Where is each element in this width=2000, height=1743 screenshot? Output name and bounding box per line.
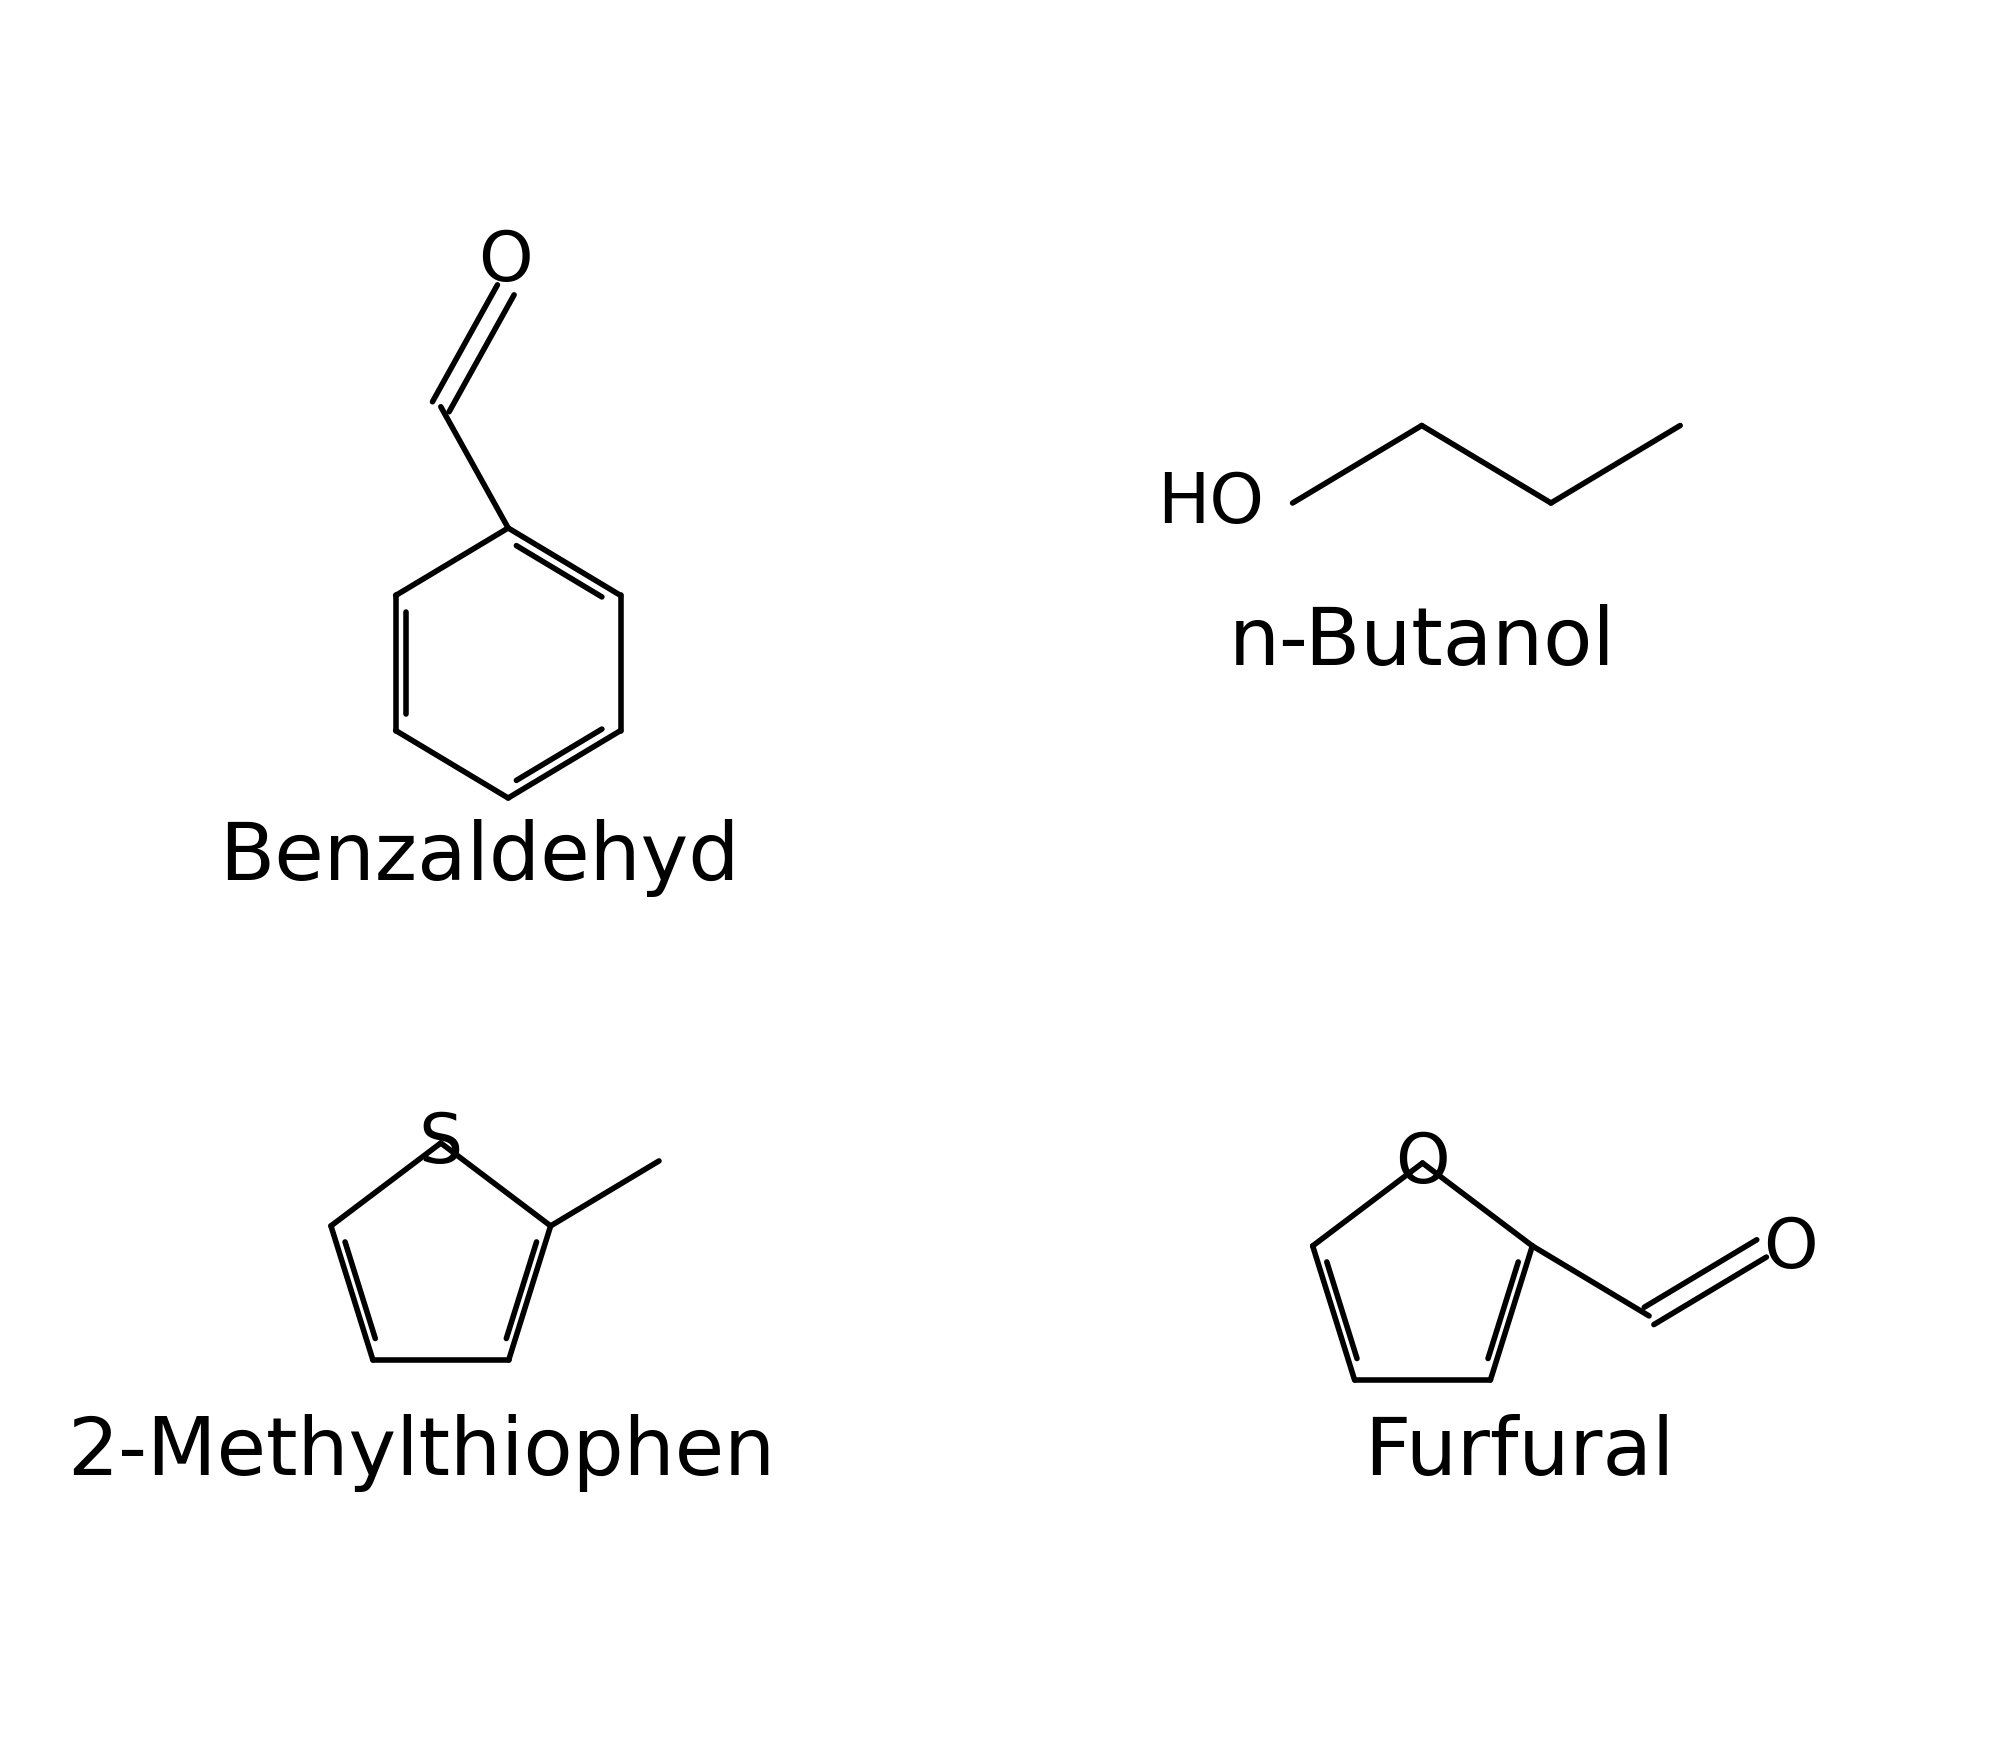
Text: Benzaldehyd: Benzaldehyd [220,819,740,898]
Text: HO: HO [1158,469,1264,537]
Text: O: O [1396,1129,1450,1196]
Text: 2-Methylthiophen: 2-Methylthiophen [68,1414,776,1492]
Text: O: O [478,228,534,295]
Text: O: O [1764,1215,1818,1281]
Text: S: S [418,1110,462,1177]
Text: Furfural: Furfural [1364,1414,1674,1492]
Text: n-Butanol: n-Butanol [1230,605,1616,682]
